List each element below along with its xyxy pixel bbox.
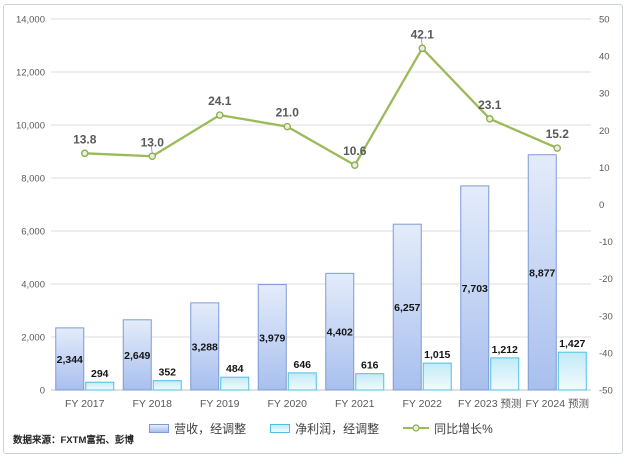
bar-netprofit <box>355 373 385 391</box>
growth-marker <box>283 122 291 131</box>
growth-label: 13.8 <box>73 132 97 146</box>
right-axis-tick: 0 <box>599 200 604 211</box>
bar-label-revenue: 3,979 <box>259 332 285 344</box>
left-axis-tick: 6,000 <box>21 227 45 238</box>
growth-label: 10.6 <box>343 144 367 158</box>
x-axis-label: FY 2020 <box>267 398 307 410</box>
legend-label-revenue: 营收，经调整 <box>174 421 247 436</box>
growth-marker <box>418 44 426 53</box>
x-axis-label: FY 2018 <box>132 398 172 410</box>
growth-marker <box>148 152 156 161</box>
x-axis-label: FY 2021 <box>335 398 375 410</box>
x-axis-label: FY 2023 预测 <box>458 397 521 410</box>
right-axis-tick: 40 <box>599 52 610 63</box>
growth-label: 15.2 <box>546 127 570 141</box>
bar-netprofit <box>220 376 250 391</box>
left-axis-tick: 10,000 <box>16 121 45 132</box>
bar-label-revenue: 4,402 <box>327 327 353 339</box>
bar-netprofit <box>557 351 587 391</box>
right-axis-tick: 10 <box>599 163 610 174</box>
bar-label-netprofit: 294 <box>91 368 109 380</box>
bar-label-netprofit: 352 <box>158 367 176 379</box>
bar-label-netprofit: 484 <box>226 363 244 375</box>
left-axis-tick: 4,000 <box>21 280 45 291</box>
left-axis-tick: 12,000 <box>16 68 45 79</box>
left-axis-tick: 0 <box>40 386 45 397</box>
growth-marker <box>485 115 494 123</box>
chart-legend: 营收，经调整 净利润，经调整 同比增长% <box>51 420 591 436</box>
growth-marker <box>81 149 89 158</box>
bar-label-revenue: 3,288 <box>192 341 218 353</box>
revenue-swatch-icon <box>149 423 170 433</box>
growth-marker <box>553 144 562 152</box>
right-axis-tick: 50 <box>599 15 610 26</box>
right-axis-tick: 20 <box>599 126 610 137</box>
legend-item-revenue: 营收，经调整 <box>149 420 246 437</box>
bar-revenue <box>122 319 152 391</box>
right-axis-tick: -20 <box>599 274 613 285</box>
bar-revenue <box>190 302 220 391</box>
growth-line-icon <box>403 424 430 432</box>
left-axis-tick: 14,000 <box>16 15 45 26</box>
growth-label: 13.0 <box>141 135 165 149</box>
right-axis-tick: 30 <box>599 89 610 100</box>
bar-label-revenue: 7,703 <box>462 283 488 295</box>
growth-label: 24.1 <box>208 94 232 108</box>
bar-label-revenue: 6,257 <box>394 302 420 314</box>
bar-label-netprofit: 1,427 <box>559 338 585 350</box>
bar-label-revenue: 8,877 <box>529 267 555 279</box>
source-note: 数据来源：FXTM富拓、彭博 <box>13 435 134 446</box>
bar-label-netprofit: 1,212 <box>492 344 518 356</box>
left-axis-tick: 2,000 <box>21 333 45 344</box>
bar-netprofit <box>85 381 115 391</box>
bar-label-netprofit: 646 <box>293 359 311 371</box>
legend-item-netprofit: 净利润，经调整 <box>270 420 379 437</box>
legend-item-growth: 同比增长% <box>403 420 493 437</box>
bar-label-netprofit: 1,015 <box>424 349 450 361</box>
combo-chart-plot: 0 2,000 4,000 6,000 8,000 10,000 12,000 14,000 -… <box>16 15 613 411</box>
bar-netprofit <box>422 362 452 391</box>
label-leader-line <box>420 38 423 46</box>
growth-label: 21.0 <box>276 106 300 120</box>
bar-netprofit <box>152 380 182 391</box>
bar-netprofit <box>287 372 317 391</box>
bar-label-netprofit: 616 <box>361 360 379 372</box>
right-axis-tick: -50 <box>599 386 613 397</box>
bar-revenue <box>527 154 557 391</box>
bar-revenue <box>55 327 85 391</box>
chart-frame: 0 2,000 4,000 6,000 8,000 10,000 12,000 14,000 -… <box>3 4 623 454</box>
bar-netprofit <box>490 357 520 391</box>
bar-revenue <box>325 272 355 391</box>
legend-label-netprofit: 净利润，经调整 <box>295 421 380 436</box>
label-leader-line <box>150 146 153 154</box>
bar-revenue <box>392 223 422 391</box>
left-axis-tick: 8,000 <box>21 174 45 185</box>
growth-marker <box>350 161 359 169</box>
x-axis-label: FY 2019 <box>200 398 240 410</box>
growth-marker <box>215 111 224 119</box>
right-axis-tick: -30 <box>599 311 613 322</box>
growth-line <box>84 47 558 167</box>
bar-label-revenue: 2,344 <box>57 354 83 366</box>
bar-revenue <box>460 185 490 391</box>
legend-label-growth: 同比增长% <box>434 421 493 436</box>
growth-label: 42.1 <box>411 27 435 41</box>
bar-label-revenue: 2,649 <box>124 350 150 362</box>
right-axis-tick: -10 <box>599 237 613 248</box>
right-axis-tick: -40 <box>599 348 613 359</box>
x-axis-label: FY 2017 <box>65 398 105 410</box>
netprofit-swatch-icon <box>270 423 291 433</box>
bar-revenue <box>257 284 287 391</box>
x-axis-label: FY 2022 <box>402 398 442 410</box>
growth-label: 23.1 <box>478 98 502 112</box>
x-axis-label: FY 2024 预测 <box>526 397 589 410</box>
